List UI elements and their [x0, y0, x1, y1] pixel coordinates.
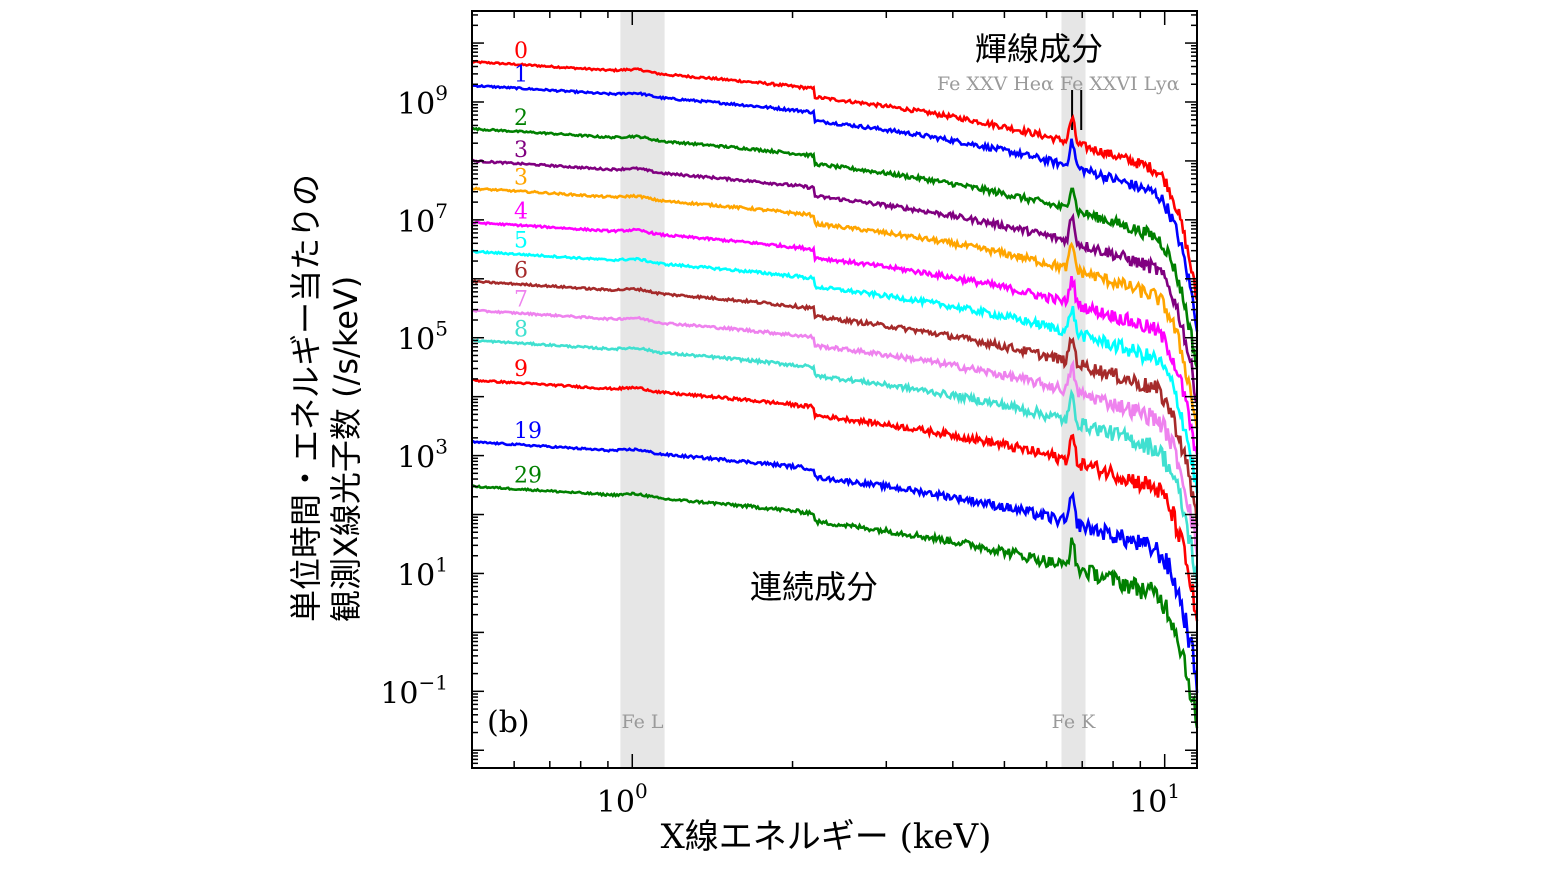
- spectrum-line: [471, 126, 1199, 368]
- series-label: 4: [514, 200, 528, 225]
- y-tick-label: 105: [397, 317, 448, 358]
- y-axis-label-line1: 単位時間・エネルギー当たりの: [287, 173, 325, 622]
- series-label: 6: [514, 258, 528, 283]
- series-label: 5: [514, 229, 528, 254]
- spectrum-line: [471, 83, 1199, 332]
- plot-frame: [471, 10, 1198, 769]
- y-tick-exponent: −1: [419, 670, 448, 694]
- y-tick-label: 109: [397, 81, 448, 122]
- y-tick-exponent: 5: [435, 317, 448, 341]
- series-label: 3: [514, 166, 528, 191]
- series-label: 0: [514, 39, 528, 64]
- spectrum-line: [471, 338, 1199, 587]
- x-axis-label: X線エネルギー (keV): [661, 817, 992, 857]
- y-tick-label: 103: [397, 435, 448, 476]
- spectrum-line: [471, 220, 1199, 455]
- x-tick-exponent: 0: [635, 779, 648, 803]
- x-tick-label: 101: [1129, 779, 1180, 820]
- y-tick-label: 101: [397, 552, 448, 593]
- band-label: Fe L: [621, 711, 663, 733]
- emission-line-labels: Fe XXV Heα Fe XXVI Lyα: [937, 73, 1180, 95]
- series-label: 8: [514, 317, 528, 342]
- spectrum-line: [471, 378, 1199, 622]
- series-label: 1: [514, 63, 528, 88]
- spectrum-line: [471, 279, 1199, 527]
- x-tick-exponent: 1: [1167, 779, 1180, 803]
- y-tick-exponent: 9: [435, 81, 448, 105]
- y-tick-exponent: 3: [435, 435, 448, 459]
- series-label: 2: [514, 106, 528, 131]
- panel-label: (b): [487, 705, 530, 740]
- x-tick-label: 100: [597, 779, 648, 820]
- spectrum-line: [471, 59, 1199, 301]
- series-label: 19: [514, 419, 542, 444]
- y-tick-exponent: 7: [435, 199, 448, 223]
- y-axis-label-line2: 観測X線光子数 (/s/keV): [327, 275, 365, 622]
- y-tick-exponent: 1: [435, 552, 448, 576]
- spectrum-line: [471, 249, 1199, 494]
- series-label: 7: [514, 287, 528, 312]
- spectrum-line: [471, 439, 1199, 693]
- spectrum-line: [471, 308, 1199, 556]
- series-label: 29: [514, 463, 542, 488]
- continuum-annotation: 連続成分: [750, 568, 878, 606]
- spectrum-line: [471, 186, 1199, 429]
- spectrum-line: [471, 484, 1199, 729]
- line-component-annotation: 輝線成分: [975, 30, 1103, 68]
- band-label: Fe K: [1052, 711, 1096, 733]
- y-tick-label: 10−1: [380, 670, 448, 711]
- series-label: 3: [514, 138, 528, 163]
- spectrum-line: [471, 158, 1199, 404]
- series-label: 9: [514, 357, 528, 382]
- y-tick-label: 107: [397, 199, 448, 240]
